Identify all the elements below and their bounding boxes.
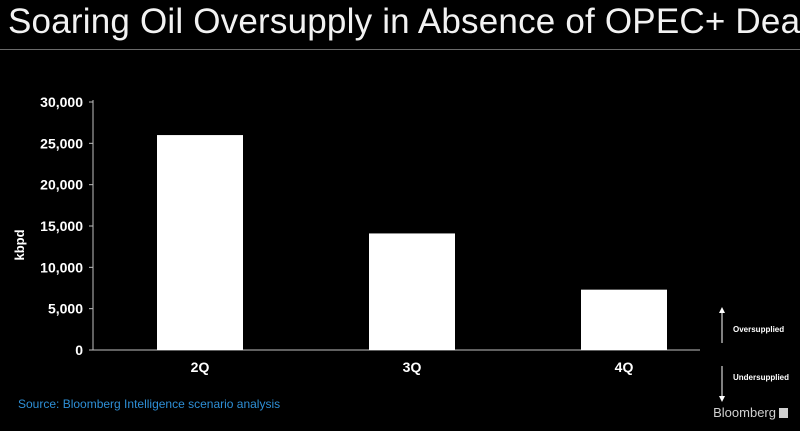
brand-logo: Bloomberg [713, 405, 788, 420]
x-tick-label: 3Q [403, 359, 422, 375]
y-tick-label: 0 [75, 342, 83, 358]
bar-2q [157, 135, 243, 350]
source-note: Source: Bloomberg Intelligence scenario … [18, 397, 281, 411]
oversupplied-label: Oversupplied [733, 325, 785, 334]
undersupplied-arrow-icon [719, 366, 725, 402]
y-axis-label: kbpd [12, 229, 27, 260]
bar-4q [581, 289, 667, 350]
chart-bars [157, 135, 667, 350]
y-tick-label: 25,000 [40, 135, 83, 151]
y-tick-label: 10,000 [40, 259, 83, 275]
brand-name: Bloomberg [713, 405, 776, 420]
y-tick-label: 20,000 [40, 177, 83, 193]
brand-mark-icon [779, 408, 788, 418]
y-tick-label: 5,000 [48, 301, 83, 317]
chart-title: Soaring Oil Oversupply in Absence of OPE… [8, 2, 800, 41]
x-tick-label: 2Q [191, 359, 210, 375]
x-tick-label: 4Q [615, 359, 634, 375]
undersupplied-label: Undersupplied [733, 373, 790, 382]
chart-labels: 0 5,000 10,000 15,000 20,000 25,000 30,000 2Q 3Q… [40, 94, 633, 375]
bar-3q [369, 233, 455, 350]
title-divider [0, 49, 800, 50]
y-tick-label: 30,000 [40, 94, 83, 110]
y-tick-label: 15,000 [40, 218, 83, 234]
oversupplied-arrow-icon [719, 307, 725, 343]
